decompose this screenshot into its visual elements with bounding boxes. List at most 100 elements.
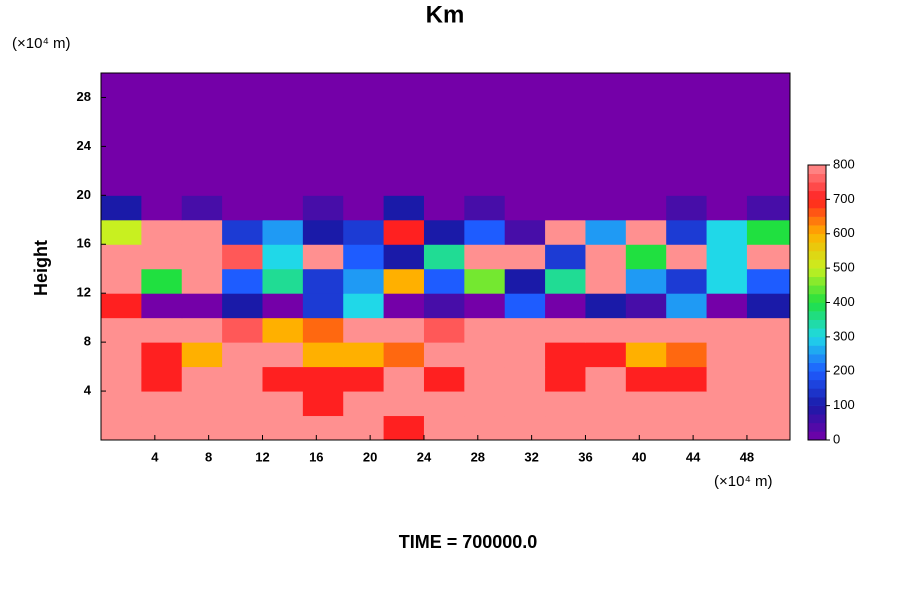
heat-cell [706,170,748,196]
heat-cell [262,268,304,294]
colorbar-tick-label: 500 [833,260,855,275]
heat-cell [464,391,506,417]
heat-cell [343,146,385,172]
heat-cell [706,146,748,172]
heat-cell [181,219,223,245]
heat-cell [262,366,304,392]
y-tick-label: 28 [77,89,91,104]
heat-cell [423,219,465,245]
y-tick-label: 8 [84,334,91,349]
heat-cell [746,170,791,196]
heat-cell [504,73,546,98]
colorbar-tick-label: 100 [833,397,855,412]
colorbar-band [808,345,826,355]
x-tick-label: 40 [632,449,646,464]
heat-cell [181,317,223,343]
heat-cell [746,146,791,172]
x-unit: (×10⁴ m) [714,473,773,490]
heat-cell [302,121,344,147]
heat-cell [706,293,748,319]
heat-cell [625,342,667,368]
heat-cell [504,317,546,343]
heat-cell [181,366,223,392]
heat-cell [222,268,263,294]
heat-cell [262,170,304,196]
heat-cell [666,293,708,319]
heat-cell [262,391,304,417]
x-tick-label: 16 [309,449,323,464]
heat-cell [343,244,385,270]
heat-cell [545,244,586,270]
heat-cell [666,415,708,441]
colorbar-band [808,250,826,260]
heat-cell [222,97,263,123]
heat-cell [666,170,708,196]
heat-cell [383,97,425,123]
heat-cell [706,244,748,270]
heat-cell [181,342,223,368]
heat-cell [343,73,385,98]
heat-cell [625,219,667,245]
heat-cell [101,317,142,343]
x-tick-label: 20 [363,449,377,464]
heat-cell [464,293,506,319]
heat-cell [343,268,385,294]
colorbar-tick-label: 200 [833,363,855,378]
y-tick-label: 20 [77,187,91,202]
heat-cell [101,268,142,294]
heat-cell [141,342,183,368]
colorbar-tick-label: 400 [833,294,855,309]
heat-cell [262,219,304,245]
heat-cell [141,244,183,270]
heat-cell [181,121,223,147]
heat-cell [141,391,183,417]
heat-cell [423,170,465,196]
heat-cell [101,244,142,270]
heat-cell [666,268,708,294]
heat-cell [101,170,142,196]
heat-cell [222,293,263,319]
heat-cell [302,244,344,270]
heat-cell [746,342,791,368]
heat-cell [585,195,627,221]
colorbar-band [808,336,826,346]
x-tick-label: 36 [578,449,592,464]
heat-cell [101,73,142,98]
heat-cell [545,268,586,294]
heat-cell [504,366,546,392]
heat-cell [746,73,791,98]
heat-cell [585,293,627,319]
heat-cell [141,121,183,147]
heat-cell [504,146,546,172]
heat-cell [504,170,546,196]
heat-cell [262,342,304,368]
heat-cell [222,366,263,392]
colorbar-band [808,173,826,183]
colorbar-band [808,285,826,295]
heat-cell [383,146,425,172]
heat-cell [464,219,506,245]
plot-frame [100,72,791,441]
heat-cell [222,219,263,245]
heat-cell [706,268,748,294]
heat-cell [343,342,385,368]
heat-cell [302,366,344,392]
heat-cell [423,415,465,441]
heat-cell [343,170,385,196]
heat-cell [141,170,183,196]
heat-cell [383,170,425,196]
heat-cell [625,146,667,172]
heat-cell [262,195,304,221]
colorbar-band [808,414,826,424]
heat-cell [625,268,667,294]
heat-cell [423,268,465,294]
heat-cell [141,293,183,319]
heat-cell [464,342,506,368]
x-tick-label: 48 [740,449,754,464]
heat-cell [302,170,344,196]
y-tick-label: 4 [84,383,92,398]
heat-cell [666,121,708,147]
heat-cell [101,195,142,221]
heat-cell [504,219,546,245]
